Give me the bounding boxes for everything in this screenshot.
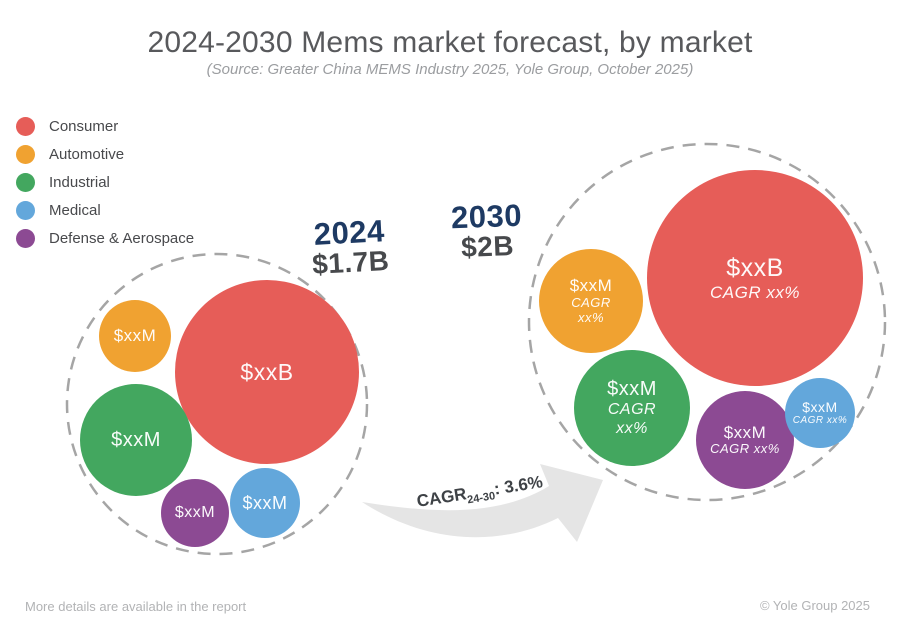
bubble-cagr: CAGR [607, 401, 657, 419]
consumer-color-swatch-icon [16, 116, 35, 136]
total-2030-label: $2B [460, 229, 515, 263]
bubble-cagr-percent: xx% [577, 309, 605, 325]
bubble-value: $xxB [726, 253, 784, 282]
bubble-2030-industrial: $xxM CAGR xx% [574, 350, 690, 466]
legend-label: Automotive [49, 145, 125, 163]
bubble-2030-automotive: $xxM CAGR xx% [539, 249, 643, 353]
legend-label: Medical [49, 201, 101, 219]
bubble-cagr-percent: xx% [616, 419, 648, 437]
legend-item-defense-aerospace: Defense & Aerospace [16, 228, 194, 248]
bubble-value: $xxM [723, 422, 767, 442]
bubble-2024-consumer: $xxB [175, 280, 359, 464]
cluster-outline-2024 [65, 252, 369, 556]
growth-arrow [362, 464, 603, 542]
bubble-value: $xxM [802, 399, 838, 416]
legend-item-medical: Medical [16, 200, 194, 220]
bubble-value: $xxM [113, 326, 157, 346]
defense-aerospace-color-swatch-icon [16, 228, 35, 248]
legend-item-automotive: Automotive [16, 144, 194, 164]
legend-item-industrial: Industrial [16, 172, 194, 192]
page-title: 2024-2030 Mems market forecast, by marke… [147, 26, 753, 59]
bubble-2024-industrial: $xxM [80, 384, 192, 496]
bubble-2030-defense-aerospace: $xxM CAGR xx% [696, 391, 794, 489]
footer-note: More details are available in the report [25, 599, 247, 614]
industrial-color-swatch-icon [16, 172, 35, 192]
automotive-color-swatch-icon [16, 144, 35, 164]
copyright-note: © Yole Group 2025 [759, 598, 870, 613]
legend-label: Consumer [49, 117, 119, 135]
bubble-cagr: CAGR xx% [710, 441, 780, 457]
bubble-2024-defense-aerospace: $xxM [161, 479, 229, 547]
cluster-2024-heading: 2024 $1.7B [287, 213, 414, 281]
bubble-cagr: CAGR xx% [710, 282, 800, 302]
cluster-outline-2030 [527, 142, 887, 502]
legend-label: Defense & Aerospace [49, 229, 195, 247]
year-2030-label: 2030 [450, 197, 523, 236]
bubble-2030-consumer: $xxB CAGR xx% [647, 170, 863, 386]
bubble-cagr: CAGR xx% [792, 415, 848, 427]
bubble-value: $xxM [569, 276, 613, 296]
bubble-value: $xxM [174, 503, 216, 521]
legend-label: Industrial [49, 173, 110, 191]
bubble-2024-medical: $xxM [230, 468, 300, 538]
legend-item-consumer: Consumer [16, 116, 194, 136]
page-subtitle: (Source: Greater China MEMS Industry 202… [206, 61, 694, 78]
bubble-value: $xxB [240, 358, 294, 385]
bubble-2024-automotive: $xxM [99, 300, 171, 372]
bubble-value: $xxM [111, 428, 161, 451]
bubble-2030-medical: $xxM CAGR xx% [785, 378, 855, 448]
bubble-value: $xxM [242, 492, 288, 513]
medical-color-swatch-icon [16, 200, 35, 220]
bubble-cagr: CAGR [571, 294, 611, 310]
legend: Consumer Automotive Industrial Medical D… [16, 116, 194, 248]
bubble-value: $xxM [607, 378, 657, 401]
cluster-2030-heading: 2030 $2B [424, 197, 550, 263]
